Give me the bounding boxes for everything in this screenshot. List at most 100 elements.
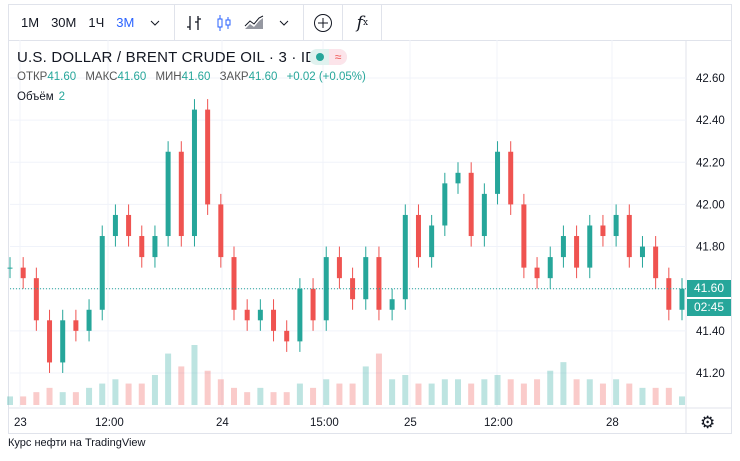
volume-bar [652,387,659,405]
candle-body [468,172,474,237]
volume-bar [507,379,514,405]
volume-bar [336,383,343,405]
candle-body [534,267,540,279]
ohlc-legend: ОТКР41.60 МАКС41.60 МИН41.60 ЗАКР41.60 +… [17,71,372,83]
volume-bar [310,387,317,405]
candle-body [587,225,593,268]
close-label: ЗАКР [219,71,249,83]
market-status-badge[interactable]: ≈ [309,49,347,65]
volume-bar [626,383,633,405]
volume-bar [679,396,685,405]
candle-body [363,257,369,300]
candle-body [442,183,448,226]
candle-body [521,204,527,268]
volume-bar [257,387,264,405]
volume-bar [481,379,488,405]
candle-body [402,214,408,300]
volume-bar [494,375,501,405]
volume-bar [323,379,330,405]
volume-value: 2 [58,91,66,103]
add-compare-icon[interactable] [310,10,336,36]
volume-bar [362,366,369,405]
candle-body [33,278,39,321]
x-tick-label: 15:00 [310,417,339,429]
candle-body [73,320,79,331]
close-value: 41.60 [248,71,278,83]
volume-bar [441,379,448,405]
chart-widget [8,4,732,434]
y-tick-label: 42.60 [696,73,725,85]
volume-bar [349,383,356,405]
volume-bar [402,375,409,405]
candle-body [257,309,263,321]
volume-bar [59,392,66,405]
volume-bar [244,392,251,405]
candle-body [455,172,461,184]
volume-bar [86,387,93,405]
candle-body [86,309,92,331]
bar-chart-icon[interactable] [181,10,207,36]
symbol-title: U.S. DOLLAR / BRENT CRUDE OIL · 3 · IDC [17,49,328,66]
x-tick-label: 12:00 [95,417,124,429]
volume-bar [560,362,567,405]
candle-body [20,267,26,279]
chevron-down-icon[interactable] [142,10,168,36]
candle-body [271,309,277,331]
countdown-label: 02:45 [687,299,731,316]
volume-bar [125,383,132,405]
chevron-down-icon[interactable] [271,10,297,36]
volume-legend: Объём 2 [17,91,65,103]
volume-bar [455,379,461,405]
volume-bar [283,392,290,405]
candle-body [653,246,659,279]
volume-bar [7,396,13,405]
candles-icon[interactable] [211,10,237,36]
candle-body [218,204,224,258]
candle-body [178,151,184,237]
candle-body [244,309,250,321]
candle-body [376,257,382,310]
interval-3m[interactable]: 3M [116,15,135,30]
volume-bar [375,353,382,405]
candle-body [547,257,553,279]
interval-1m[interactable]: 1M [21,15,40,30]
candle-body [60,320,66,363]
low-value: 41.60 [181,71,211,83]
volume-bar [665,387,672,405]
volume-bar [138,383,145,405]
y-tick-label: 42.40 [696,115,725,127]
candle-body [152,236,158,258]
volume-label: Объём [17,91,54,103]
settings-gear-icon[interactable]: ⚙ [700,413,716,432]
candle-body [336,257,342,279]
volume-bar [231,387,237,405]
volume-bar [534,379,541,405]
volume-bar [613,379,620,405]
high-value: 41.60 [117,71,147,83]
open-value: 41.60 [47,71,77,83]
volume-bar [468,383,475,405]
candle-body [231,257,237,310]
candle-body [429,225,435,258]
candle-body [495,151,501,194]
area-chart-icon[interactable] [241,10,267,36]
volume-bar [573,379,580,405]
candle-body [323,257,329,321]
volume-bar [586,379,593,405]
volume-bar [639,387,646,405]
high-label: МАКС [85,71,118,83]
candle-body [574,236,580,268]
volume-bar [72,392,79,405]
interval-1h[interactable]: 1Ч [88,15,105,30]
candle-body [310,288,316,321]
interval-30m[interactable]: 30M [51,15,77,30]
volume-bar [33,392,40,405]
x-tick-label: 28 [606,417,619,429]
candle-body [600,225,606,237]
volume-bar [178,366,185,405]
y-tick-label: 42.00 [696,199,725,211]
footer-attribution-link[interactable]: Курс нефти на TradingView [8,437,146,449]
